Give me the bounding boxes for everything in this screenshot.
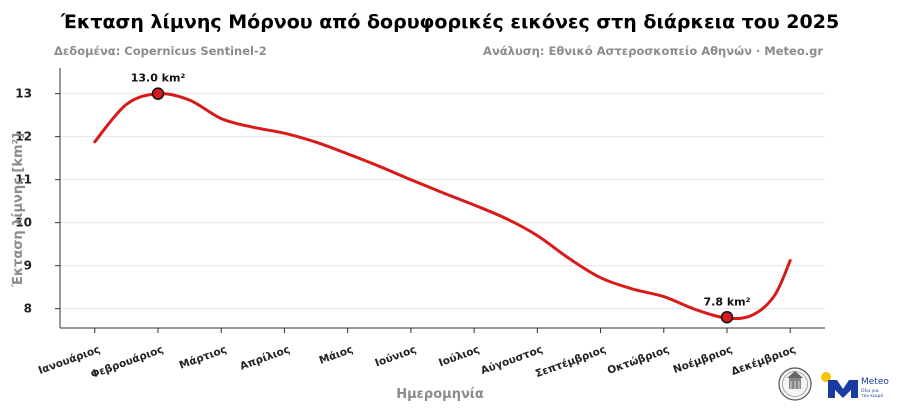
data-source-label: Δεδομένα: Copernicus Sentinel-2 <box>54 44 267 58</box>
x-tick-label-4: Μάιος <box>318 344 355 367</box>
observatory-seal-logo <box>778 367 812 401</box>
extremum-label-0: 13.0 km² <box>131 72 186 85</box>
series-line <box>93 92 792 321</box>
y-tick-label-9: 9 <box>24 259 32 273</box>
meteo-logo-tagline-1: Ολα για <box>861 388 879 394</box>
y-tick-label-11: 11 <box>15 173 32 187</box>
x-tick-label-3: Απρίλιος <box>238 344 291 373</box>
y-tick-label-12: 12 <box>15 130 32 144</box>
extremum-label-1: 7.8 km² <box>704 295 751 308</box>
x-tick-label-5: Ιούνιος <box>373 344 417 370</box>
analysis-credit-label: Ανάλυση: Εθνικό Αστεροσκοπείο Αθηνών · M… <box>483 44 823 58</box>
meteo-logo-tagline-2: τον καιρό <box>861 392 883 399</box>
axes <box>55 68 825 333</box>
x-tick-label-8: Σεπτέμβριος <box>534 344 608 381</box>
x-tick-label-10: Νοέμβριος <box>672 344 734 377</box>
x-tick-label-2: Μάρτιος <box>178 344 229 372</box>
extremum-marker-1 <box>720 311 734 324</box>
y-tick-label-13: 13 <box>15 87 32 101</box>
x-tick-label-9: Οκτώβριος <box>606 344 671 377</box>
x-axis-label: Ημερομηνία <box>396 387 484 402</box>
gridlines <box>60 93 825 310</box>
y-tick-label-10: 10 <box>15 216 32 230</box>
meteo-logo-name: Meteo <box>861 377 889 387</box>
meteo-m-icon <box>828 380 858 398</box>
markers-group: 13.0 km² 7.8 km² <box>131 72 751 324</box>
meteo-logo: Meteo Ολα για τον καιρό <box>821 372 889 399</box>
y-axis-label: Έκταση λίμνης [km²] <box>11 133 26 288</box>
y-tick-label-8: 8 <box>24 302 32 316</box>
extremum-marker-0 <box>151 87 165 100</box>
meteo-sun-icon <box>821 372 831 382</box>
x-tick-label-1: Φεβρουάριος <box>89 344 165 381</box>
series-line-group <box>93 92 792 321</box>
chart-title: Έκταση λίμνης Μόρνου από δορυφορικές εικ… <box>60 11 839 33</box>
x-tick-label-6: Ιούλιος <box>437 344 481 370</box>
y-tick-labels: 8 9 10 11 12 13 <box>15 87 32 316</box>
